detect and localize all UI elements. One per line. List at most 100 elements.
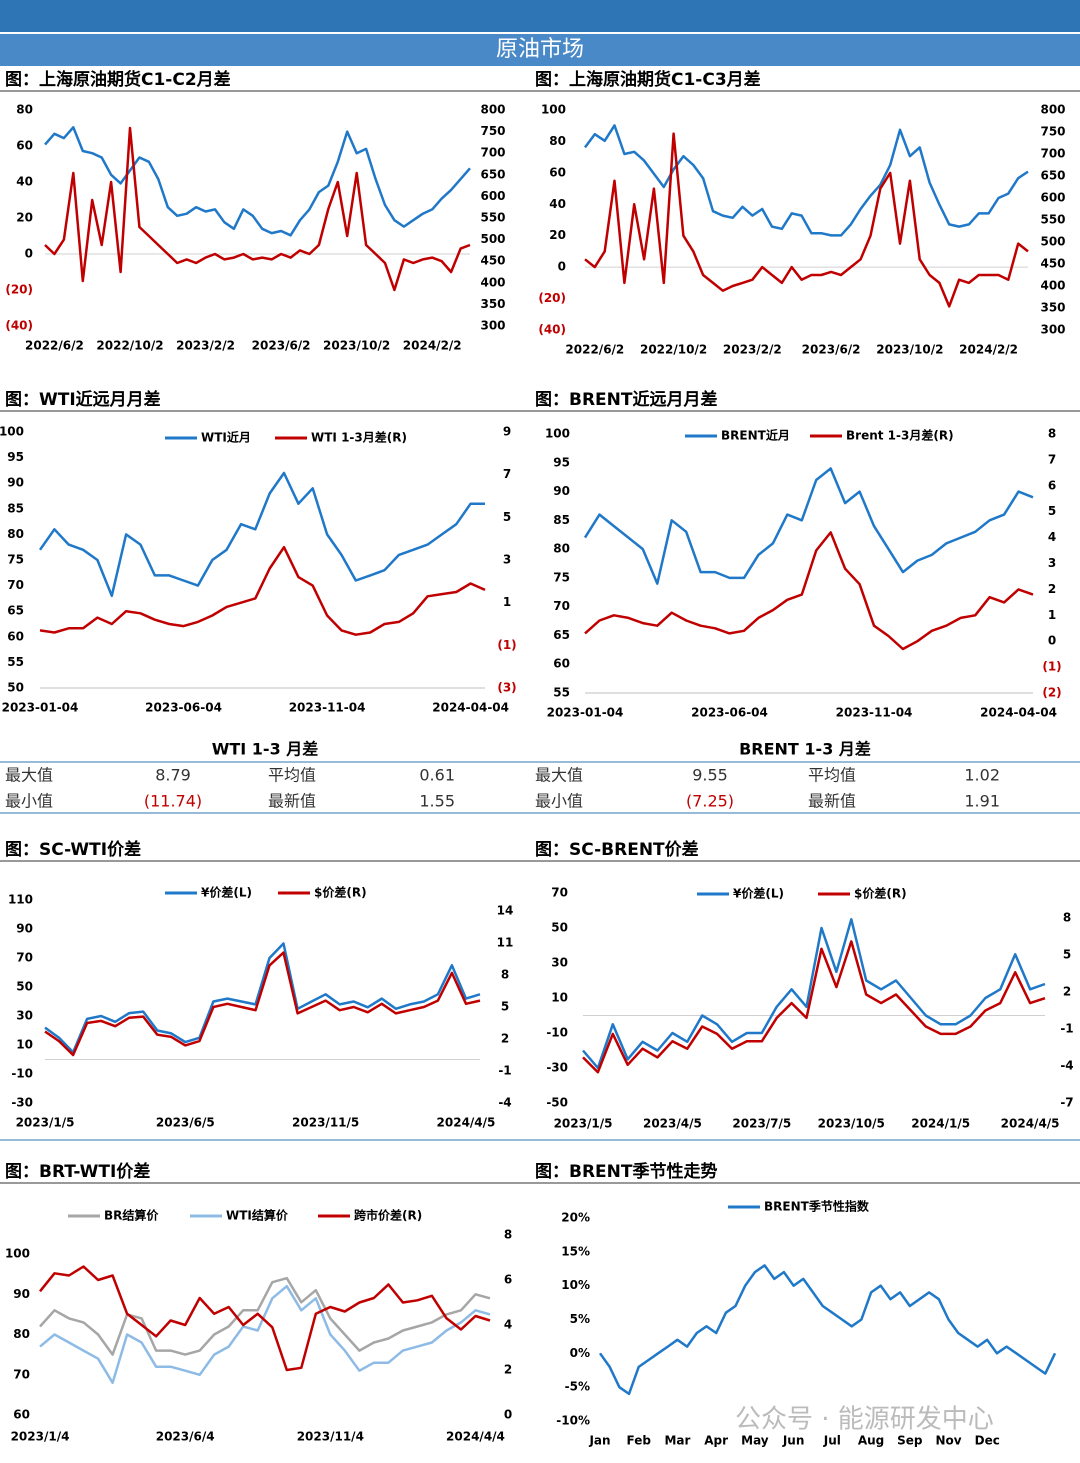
y-tick-label: 70: [13, 1367, 30, 1381]
stats-cell: 最大值: [5, 766, 53, 785]
legend-label: $价差(R): [854, 886, 907, 901]
y2-tick-label: 0: [1048, 634, 1056, 648]
x-tick-label: 2022/10/2: [640, 343, 707, 357]
x-tick-label: 2023/10/5: [818, 1117, 885, 1131]
y-tick-label: 20: [549, 228, 566, 242]
series-line: [44, 951, 481, 1057]
legend-label: ¥价差(L): [733, 886, 784, 901]
x-tick-label: 2023-01-04: [2, 701, 79, 715]
x-tick-label: 2023-06-04: [691, 706, 768, 720]
x-tick-label: Jan: [588, 1434, 610, 1448]
y2-tick-label: -7: [1060, 1096, 1073, 1110]
y-tick-label: 85: [7, 501, 24, 515]
y-tick-label: -10: [546, 1026, 568, 1040]
x-tick-label: 2024/2/2: [403, 339, 462, 353]
series-line: [39, 1265, 491, 1372]
legend-label: 跨市价差(R): [354, 1208, 422, 1223]
series-line: [583, 124, 1029, 237]
x-tick-label: 2023/6/2: [802, 343, 861, 357]
y-tick-label: 10: [16, 1038, 33, 1052]
y-tick-label: 40: [16, 175, 33, 189]
y2-tick-label: 8: [1063, 911, 1071, 925]
y-tick-label: -30: [546, 1061, 568, 1075]
x-tick-label: 2023/10/2: [876, 343, 943, 357]
y-tick-label: -10: [11, 1067, 33, 1081]
y-tick-label: -50: [546, 1096, 568, 1110]
series-line: [38, 471, 485, 598]
x-tick-label: Jul: [823, 1434, 841, 1448]
y-tick-label: 70: [7, 578, 24, 592]
stats-cell: 0.61: [419, 766, 455, 785]
y2-tick-label: 7: [1048, 452, 1056, 466]
banner-title: 原油市场: [496, 37, 584, 62]
stats-cell: 最小值: [5, 792, 53, 811]
x-tick-label: 2023/2/2: [723, 343, 782, 357]
y2-tick-label: 5: [503, 510, 511, 524]
x-tick-label: 2023-01-04: [547, 706, 624, 720]
watermark: 公众号 · 能源研发中心: [735, 1405, 994, 1435]
stats-cell: 9.55: [692, 766, 728, 785]
x-tick-label: 2023/7/5: [732, 1117, 791, 1131]
x-tick-label: 2024/4/5: [1001, 1117, 1060, 1131]
y2-tick-label: 6: [504, 1273, 512, 1287]
legend-label: WTI 1-3月差(R): [311, 430, 407, 445]
x-tick-label: 2023-11-04: [836, 706, 913, 720]
banner: [0, 34, 1080, 66]
chart-title: 图：WTI近远月月差: [5, 389, 161, 410]
stats-cell: 1.55: [419, 792, 455, 811]
y-tick-label: (40): [538, 323, 566, 337]
y-tick-label: 50: [16, 980, 33, 994]
y-tick-label: 100: [541, 103, 566, 117]
y2-tick-label: 5: [501, 1000, 509, 1014]
y-tick-label: 90: [13, 1287, 30, 1301]
y2-tick-label: 4: [1048, 530, 1056, 544]
y-tick-label: 10%: [561, 1278, 590, 1292]
y2-tick-label: -1: [498, 1064, 511, 1078]
y2-tick-label: 3: [503, 553, 511, 567]
y2-tick-label: 7: [503, 467, 511, 481]
legend-label: $价差(R): [314, 885, 367, 900]
stats-title: WTI 1-3 月差: [212, 740, 319, 759]
x-tick-label: 2023-06-04: [145, 701, 222, 715]
series-line: [39, 1276, 491, 1356]
y2-tick-label: 9: [503, 425, 511, 439]
y-tick-label: 0: [25, 247, 33, 261]
y-tick-label: -30: [11, 1096, 33, 1110]
legend-label: BR结算价: [104, 1208, 159, 1223]
y2-tick-label: 400: [480, 275, 505, 289]
series-line: [584, 132, 1029, 308]
y-tick-label: (40): [5, 319, 33, 333]
x-tick-label: Nov: [935, 1434, 961, 1448]
y-tick-label: 85: [553, 513, 570, 527]
y-tick-label: 70: [16, 951, 33, 965]
legend-label: WTI结算价: [226, 1208, 289, 1223]
chart-title: 图：BRT-WTI价差: [5, 1161, 150, 1182]
y-tick-label: 100: [5, 1247, 30, 1261]
series-line: [598, 1264, 1057, 1396]
y-tick-label: 90: [7, 476, 24, 490]
y2-tick-label: 0: [504, 1408, 512, 1422]
y-tick-label: 70: [553, 599, 570, 613]
y2-tick-label: 450: [1040, 257, 1065, 271]
y-tick-label: 55: [553, 686, 570, 700]
y-tick-label: 55: [7, 655, 24, 669]
x-tick-label: Apr: [704, 1434, 728, 1448]
stats-cell: 最新值: [268, 792, 316, 811]
y2-tick-label: (3): [497, 681, 516, 695]
y2-tick-label: 2: [1048, 582, 1056, 596]
y2-tick-label: 8: [501, 968, 509, 982]
y2-tick-label: 5: [1048, 504, 1056, 518]
y2-tick-label: 450: [480, 254, 505, 268]
y2-tick-label: 5: [1063, 948, 1071, 962]
y-tick-label: 95: [553, 455, 570, 469]
y2-tick-label: 14: [497, 904, 514, 918]
y-tick-label: 0: [558, 260, 566, 274]
series-line: [44, 126, 471, 237]
legend-label: ¥价差(L): [201, 885, 252, 900]
y2-tick-label: -1: [1060, 1022, 1073, 1036]
y2-tick-label: 500: [1040, 235, 1065, 249]
y-tick-label: 65: [7, 604, 24, 618]
y-tick-label: 90: [553, 484, 570, 498]
stats-cell: 最小值: [535, 792, 583, 811]
